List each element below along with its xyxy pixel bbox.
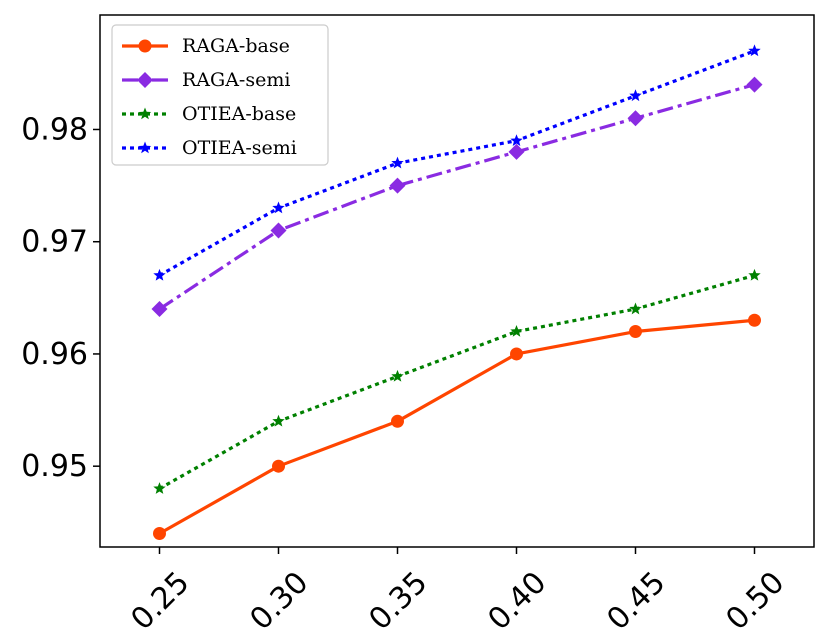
series-line-raga-semi [158,83,755,311]
legend-item-otiea-semi: OTIEA-semi [122,137,297,159]
data-point-otiea-semi-0.45 [629,89,642,102]
legend-item-raga-semi: RAGA-semi [122,69,290,91]
x-tick-label: 0.30 [243,565,315,637]
data-point-raga-base-0.25 [153,527,166,541]
series-line-otiea-base [158,273,755,491]
legend-item-otiea-base: OTIEA-base [122,103,296,125]
x-tick-label: 0.35 [362,565,434,637]
plot-frame [99,14,815,548]
y-tick-label: 0.95 [21,449,88,484]
legend-label: RAGA-base [182,35,290,57]
data-point-raga-semi-0.35 [389,177,406,194]
data-point-raga-semi-0.50 [746,76,763,93]
data-point-otiea-base-0.35 [391,369,404,382]
data-point-otiea-semi-0.50 [748,44,761,57]
series-line-raga-base [158,318,755,535]
axes: 0.95 0.96 0.97 0.98 0.25 0.30 0.35 0.40 0.45 0.50 [21,112,791,637]
legend-label: OTIEA-base [182,103,296,125]
legend-item-raga-base: RAGA-base [122,35,290,57]
data-point-otiea-base-0.50 [748,268,761,281]
data-point-raga-semi-0.40 [508,143,525,160]
data-point-raga-semi-0.45 [627,110,644,127]
data-point-raga-base-0.40 [510,347,523,361]
data-point-otiea-base-0.25 [153,482,166,494]
data-point-otiea-semi-0.25 [153,268,166,281]
legend-label: RAGA-semi [182,69,290,91]
legend-label: OTIEA-semi [182,137,297,159]
data-point-otiea-semi-0.35 [391,156,404,169]
series-otiea-base [153,268,761,494]
y-tick-label: 0.98 [21,112,88,147]
data-point-raga-semi-0.30 [270,222,287,239]
data-point-otiea-semi-0.40 [510,134,523,146]
series-line-otiea-semi [158,49,756,277]
x-tick-label: 0.50 [719,565,791,637]
data-point-raga-base-0.30 [272,459,285,473]
data-point-otiea-semi-0.30 [272,201,285,214]
series-otiea-semi [153,44,761,281]
data-point-raga-base-0.45 [629,325,642,339]
data-point-raga-base-0.50 [748,313,761,327]
series-raga-semi [151,76,763,318]
x-tick-label: 0.25 [124,565,196,637]
data-point-raga-semi-0.25 [151,301,168,318]
y-tick-label: 0.96 [21,337,88,372]
y-tick-label: 0.97 [21,225,88,260]
legend: RAGA-base RAGA-semi OTIEA-base OTIEA-semi [111,24,329,166]
x-tick-label: 0.45 [600,565,672,637]
legend-marker [138,39,152,53]
data-point-raga-base-0.35 [391,414,404,428]
data-point-otiea-base-0.40 [510,325,523,337]
x-tick-label: 0.40 [481,565,553,637]
data-point-otiea-base-0.30 [272,414,285,427]
data-point-otiea-base-0.45 [629,302,642,315]
plot-area [151,44,763,541]
legend-marker [137,72,153,88]
legend-box [111,24,329,166]
series-raga-base [153,313,761,541]
legend-marker [138,141,152,154]
legend-marker [138,107,152,120]
